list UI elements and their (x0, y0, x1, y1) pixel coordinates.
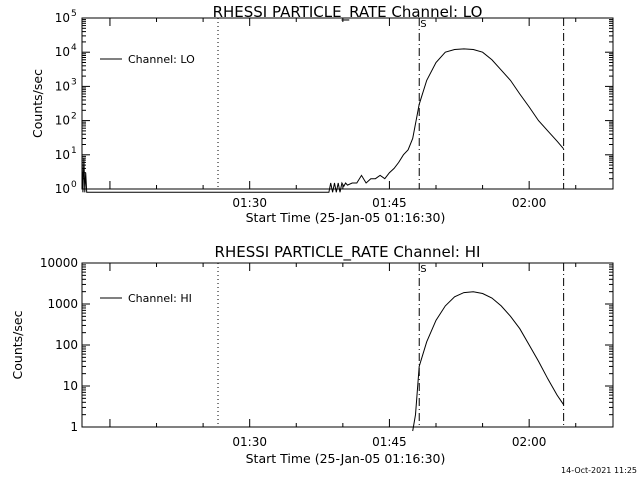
chart-title: RHESSI PARTICLE_RATE Channel: LO (213, 3, 483, 22)
x-tick-label: 02:00 (512, 196, 547, 210)
marker-label: S (420, 19, 426, 30)
y-tick-exponent: 3 (71, 77, 77, 87)
x-axis-label: Start Time (25-Jan-05 01:16:30) (246, 451, 446, 466)
y-tick-label: 10 (55, 79, 70, 93)
y-axis-label: Counts/sec (10, 310, 25, 379)
x-tick-label: 01:45 (372, 196, 407, 210)
legend-label: Channel: LO (128, 53, 195, 66)
y-tick-exponent: 1 (71, 146, 77, 156)
y-tick-label: 100 (55, 338, 78, 352)
series-line (81, 48, 564, 193)
y-tick-exponent: 5 (71, 9, 77, 19)
x-tick-label: 02:00 (512, 435, 547, 449)
y-axis-label: Counts/sec (30, 69, 45, 138)
y-tick-label: 10 (55, 182, 70, 196)
marker-label: S (420, 264, 426, 275)
chart-panel-hi: RHESSI PARTICLE_RATE Channel: HI 1 10 100 10… (10, 243, 614, 466)
footer-timestamp: 14-Oct-2021 11:25 (561, 466, 637, 475)
chart-title: RHESSI PARTICLE_RATE Channel: HI (215, 243, 481, 262)
y-tick-exponent: 2 (71, 112, 77, 122)
x-tick-label: 01:45 (372, 435, 407, 449)
y-tick-label: 1000 (47, 297, 78, 311)
y-tick-exponent: 4 (71, 43, 77, 53)
y-tick-label: 10000 (40, 256, 78, 270)
y-tick-label: 10 (55, 11, 70, 25)
legend-label: Channel: HI (128, 292, 192, 305)
y-tick-label: 10 (63, 379, 78, 393)
y-tick-label: 10 (55, 114, 70, 128)
x-axis-label: Start Time (25-Jan-05 01:16:30) (246, 210, 446, 225)
plot-frame (81, 262, 614, 428)
y-tick-label: 10 (55, 148, 70, 162)
plot-frame (81, 17, 614, 190)
x-tick-label: 01:30 (232, 435, 267, 449)
y-tick-exponent: 0 (71, 180, 77, 190)
y-tick-label: 1 (70, 420, 78, 434)
x-tick-label: 01:30 (232, 196, 267, 210)
y-tick-label: 10 (55, 45, 70, 59)
series-line (412, 291, 565, 432)
